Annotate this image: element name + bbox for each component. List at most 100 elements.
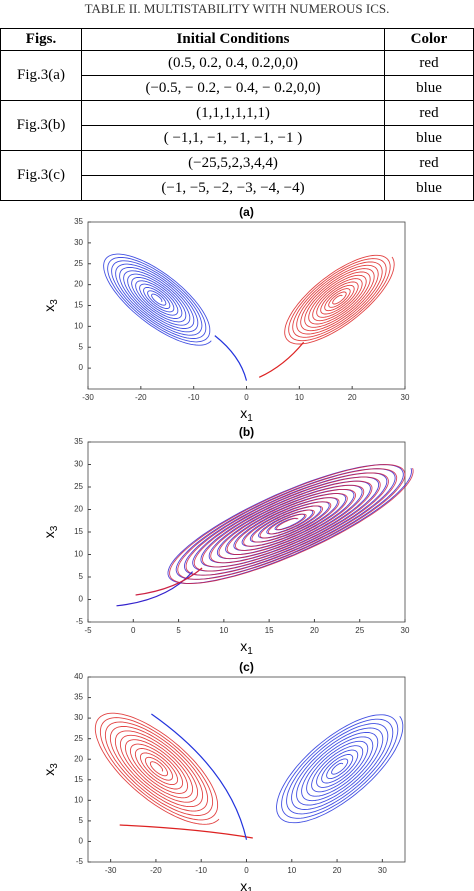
color-cell: blue bbox=[384, 175, 474, 201]
color-cell: blue bbox=[384, 75, 474, 101]
color-cell: red bbox=[384, 50, 474, 76]
x-axis-label: x1 bbox=[240, 638, 253, 657]
trajectory bbox=[284, 254, 395, 345]
y-tick-label: 10 bbox=[74, 321, 83, 330]
x-tick-label: -20 bbox=[150, 866, 162, 875]
x-axis-label: x1 bbox=[240, 405, 253, 424]
color-cell: blue bbox=[384, 125, 474, 151]
x-axis-label-base: x bbox=[240, 878, 247, 891]
y-axis-label-sub: 3 bbox=[49, 525, 60, 531]
table-body: Fig.3(a) (0.5, 0.2, 0.4, 0.2,0,0) red (−0.5… bbox=[0, 50, 474, 201]
y-tick-label: 25 bbox=[74, 482, 83, 491]
ic-cell: ( −1,1, −1, −1, −1, −1 ) bbox=[81, 125, 385, 151]
y-tick-label: 10 bbox=[74, 795, 83, 804]
figure-title: (b) bbox=[239, 425, 254, 439]
table-row: Fig.3(a) (0.5, 0.2, 0.4, 0.2,0,0) red bbox=[0, 50, 474, 101]
y-tick-label: 5 bbox=[79, 572, 84, 581]
plot-frame bbox=[87, 676, 406, 863]
trajectory-tail bbox=[116, 571, 194, 607]
x-tick-label: -30 bbox=[105, 866, 117, 875]
figure-title: (a) bbox=[239, 205, 254, 219]
y-tick-label: 35 bbox=[74, 437, 83, 446]
y-tick-label: 25 bbox=[74, 734, 83, 743]
y-tick-label: -5 bbox=[76, 617, 84, 626]
y-tick-label: 30 bbox=[74, 713, 83, 722]
header-row: Figs. Initial Conditions Color bbox=[0, 28, 474, 51]
y-tick-label: 20 bbox=[74, 505, 83, 514]
y-tick-label: 5 bbox=[79, 816, 84, 825]
trajectory bbox=[94, 712, 220, 825]
y-axis-label-base: x bbox=[41, 531, 57, 538]
y-axis-label: x3 bbox=[41, 299, 60, 312]
y-tick-label: -5 bbox=[76, 857, 84, 866]
trajectory bbox=[167, 464, 412, 584]
y-tick-label: 35 bbox=[74, 217, 83, 226]
trajectory-tail bbox=[214, 335, 248, 381]
table-row: Fig.3(c) (−25,5,2,3,4,4) red bbox=[0, 150, 474, 201]
x-axis-label-sub: 1 bbox=[247, 413, 253, 424]
x-tick-label: 0 bbox=[244, 866, 249, 875]
y-axis-label-sub: 3 bbox=[49, 763, 60, 769]
x-tick-label: 15 bbox=[265, 626, 274, 635]
y-axis-label: x3 bbox=[41, 525, 60, 538]
ic-cell: (1,1,1,1,1,1) bbox=[81, 100, 385, 126]
y-axis-label-base: x bbox=[41, 769, 57, 776]
x-tick-label: 0 bbox=[244, 393, 249, 402]
x-tick-label: 10 bbox=[287, 866, 296, 875]
table-caption: TABLE II. MULTISTABILITY WITH NUMEROUS I… bbox=[84, 1, 390, 16]
y-tick-label: 30 bbox=[74, 460, 83, 469]
x-tick-label: 10 bbox=[295, 393, 304, 402]
x-tick-label: -20 bbox=[135, 393, 147, 402]
x-axis-label-sub: 1 bbox=[247, 646, 253, 657]
fig-cell: Fig.3(b) bbox=[0, 100, 82, 151]
y-axis-label-sub: 3 bbox=[49, 299, 60, 305]
table-row: (−1, −5, −2, −3, −4, −4) blue bbox=[1, 175, 474, 201]
x-tick-label: 25 bbox=[355, 626, 364, 635]
x-axis-label-sub: 1 bbox=[247, 886, 253, 891]
y-tick-label: 15 bbox=[74, 301, 83, 310]
x-tick-label: -10 bbox=[195, 866, 207, 875]
y-tick-label: 0 bbox=[79, 837, 84, 846]
trajectory-tail bbox=[119, 824, 253, 839]
y-tick-label: 30 bbox=[74, 238, 83, 247]
table-row: ( −1,1, −1, −1, −1, −1 ) blue bbox=[1, 125, 474, 151]
y-tick-label: 40 bbox=[74, 672, 83, 681]
x-tick-label: 10 bbox=[219, 626, 228, 635]
x-tick-label: -10 bbox=[188, 393, 200, 402]
x-tick-label: -5 bbox=[84, 626, 92, 635]
color-cell: red bbox=[384, 150, 474, 176]
x-tick-label: 20 bbox=[310, 626, 319, 635]
y-tick-label: 10 bbox=[74, 550, 83, 559]
y-tick-label: 15 bbox=[74, 527, 83, 536]
fig-cell: Fig.3(c) bbox=[0, 150, 82, 201]
x-tick-label: 0 bbox=[131, 626, 136, 635]
x-tick-label: 20 bbox=[333, 866, 342, 875]
ic-cell: (−1, −5, −2, −3, −4, −4) bbox=[81, 175, 385, 201]
y-tick-label: 20 bbox=[74, 754, 83, 763]
ic-cell: (0.5, 0.2, 0.4, 0.2,0,0) bbox=[81, 50, 385, 76]
x-axis-label: x1 bbox=[240, 878, 253, 891]
trajectory-tail bbox=[151, 713, 248, 840]
trajectory bbox=[103, 253, 212, 346]
table-row: (−0.5, − 0.2, − 0.4, − 0.2,0,0) blue bbox=[1, 75, 474, 101]
y-axis-label: x3 bbox=[41, 763, 60, 776]
color-cell: red bbox=[384, 100, 474, 126]
ic-cell: (−25,5,2,3,4,4) bbox=[81, 150, 385, 176]
x-tick-label: 20 bbox=[348, 393, 357, 402]
x-axis-label-base: x bbox=[240, 405, 247, 421]
y-tick-label: 25 bbox=[74, 259, 83, 268]
header-cell: Initial Conditions bbox=[81, 28, 385, 51]
x-tick-label: 30 bbox=[401, 626, 410, 635]
trajectory-tail bbox=[135, 567, 203, 596]
x-tick-label: 30 bbox=[378, 866, 387, 875]
y-axis-label-base: x bbox=[41, 305, 57, 312]
ic-table: Figs. Initial Conditions Color Fig.3(a)(… bbox=[0, 28, 474, 201]
y-tick-label: 0 bbox=[79, 363, 84, 372]
trajectory bbox=[276, 714, 404, 824]
figure-title: (c) bbox=[239, 660, 254, 674]
x-tick-label: 30 bbox=[401, 393, 410, 402]
y-tick-label: 0 bbox=[79, 595, 84, 604]
trajectory bbox=[169, 464, 414, 584]
